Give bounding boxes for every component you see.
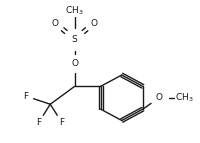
Text: S: S — [72, 35, 78, 44]
Text: CH$_3$: CH$_3$ — [65, 4, 84, 17]
Text: O: O — [52, 19, 59, 27]
Text: O: O — [71, 59, 78, 68]
Text: F: F — [23, 92, 28, 101]
Text: F: F — [59, 118, 64, 127]
Text: CH$_3$: CH$_3$ — [175, 92, 194, 104]
Text: O: O — [156, 93, 163, 102]
Text: F: F — [36, 118, 41, 127]
Text: O: O — [91, 19, 98, 27]
